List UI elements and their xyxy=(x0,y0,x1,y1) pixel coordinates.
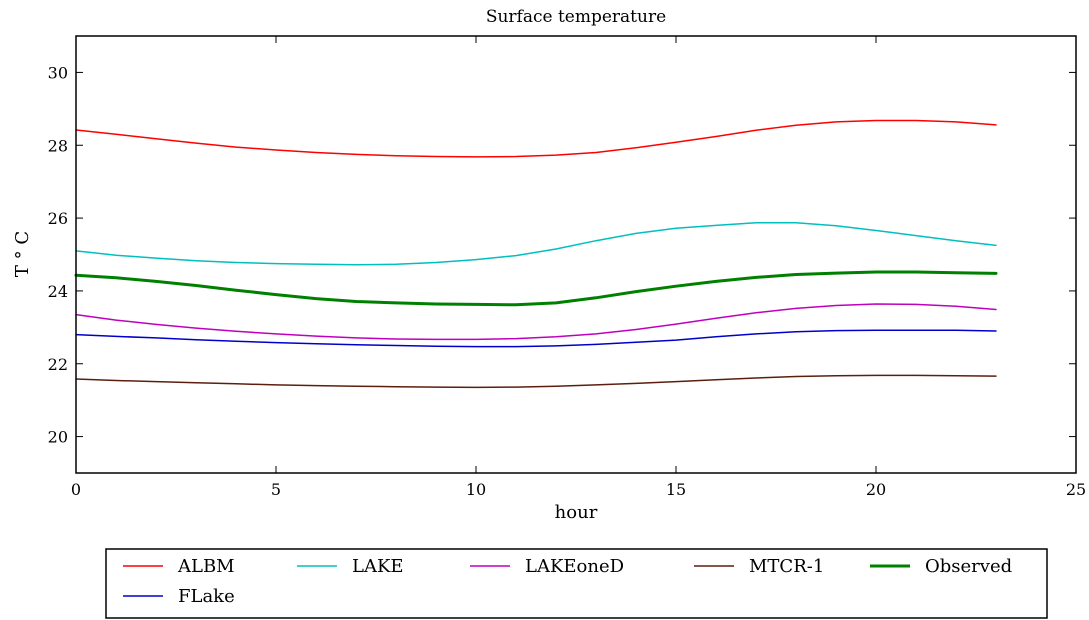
series-line-lake xyxy=(75,222,997,266)
x-axis-label: hour xyxy=(555,502,598,523)
y-tick-label: 22 xyxy=(48,355,68,374)
legend-label-lake: LAKE xyxy=(352,556,404,577)
series-line-mtcr-1 xyxy=(75,374,997,389)
x-tick-label: 0 xyxy=(71,480,81,499)
y-axis-ticks: 20 22 24 26 28 30 xyxy=(48,63,1076,447)
legend-label-mtcr-1: MTCR-1 xyxy=(749,556,824,577)
y-tick-label: 28 xyxy=(48,136,68,155)
chart-title: Surface temperature xyxy=(486,7,666,27)
legend-label-flake: FLake xyxy=(178,586,235,607)
plot-area xyxy=(74,35,1077,474)
series-line-lakeoned xyxy=(75,303,997,341)
x-axis-ticks: 0 5 10 15 20 25 xyxy=(71,36,1086,499)
x-tick-label: 25 xyxy=(1066,480,1086,499)
x-tick-label: 15 xyxy=(666,480,686,499)
y-tick-label: 20 xyxy=(48,428,68,447)
plot-frame xyxy=(75,35,1077,474)
legend-frame xyxy=(105,548,1048,619)
series-line-flake xyxy=(75,329,997,348)
y-tick-label: 26 xyxy=(48,209,68,228)
x-tick-label: 20 xyxy=(866,480,886,499)
legend-label-lakeoned: LAKEoneD xyxy=(525,556,624,577)
series-line-albm xyxy=(75,119,997,158)
y-tick-label: 30 xyxy=(48,63,68,82)
series-layer xyxy=(74,119,998,389)
legend: ALBM LAKE LAKEoneD MTCR-1 Observed FLake xyxy=(105,548,1048,619)
series-line-observed xyxy=(74,270,998,307)
x-tick-label: 10 xyxy=(466,480,486,499)
legend-label-albm: ALBM xyxy=(177,556,235,577)
x-tick-label: 5 xyxy=(271,480,281,499)
y-axis-label: T ° C xyxy=(12,231,33,277)
y-tick-label: 24 xyxy=(48,282,68,301)
legend-label-observed: Observed xyxy=(925,556,1012,577)
